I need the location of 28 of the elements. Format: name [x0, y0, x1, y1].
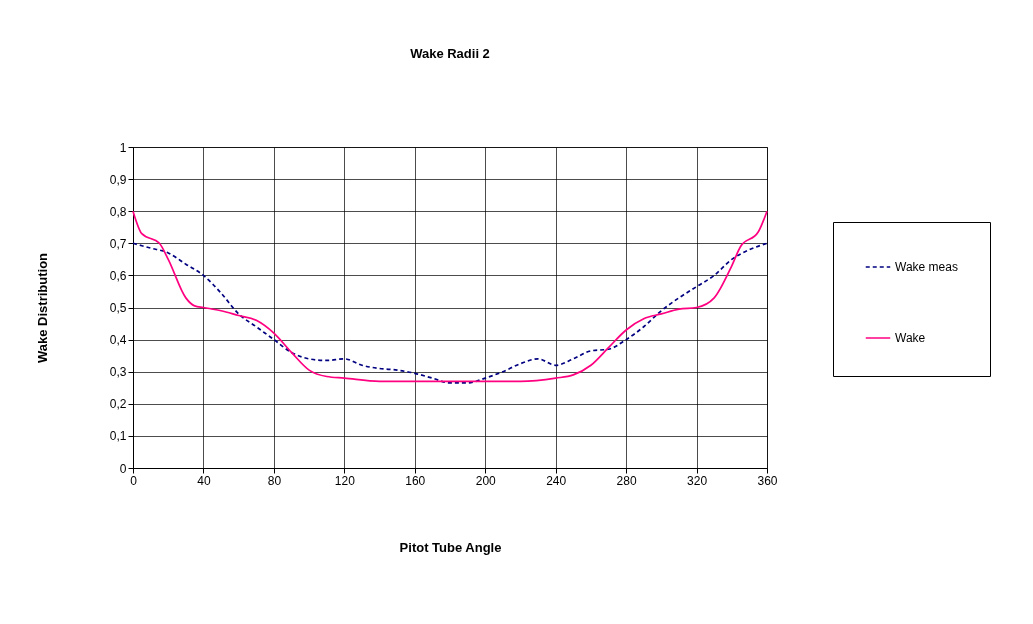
x-tick-label: 240 [546, 473, 567, 488]
x-tick-label: 40 [197, 473, 211, 488]
legend-label: Wake [895, 331, 926, 345]
x-tick-label: 200 [475, 473, 497, 488]
y-tick-label: 0,9 [109, 172, 127, 187]
x-tick-label: 320 [687, 473, 708, 488]
x-tick-label: 280 [616, 473, 637, 488]
x-tick-label: 360 [757, 473, 778, 488]
y-tick-label: 0,3 [109, 365, 127, 380]
legend-label: Wake meas [895, 260, 958, 274]
y-tick-label: 0 [119, 461, 127, 476]
y-tick-label: 1 [119, 140, 127, 155]
y-tick-label: 0,8 [109, 204, 127, 219]
y-tick-label: 0,6 [109, 268, 127, 283]
x-tick-label: 120 [334, 473, 356, 488]
y-axis-title: Wake Distribution [34, 252, 50, 364]
x-axis-title: Pitot Tube Angle [399, 539, 502, 555]
y-tick-label: 0,1 [109, 429, 127, 444]
line-series [132, 210, 768, 383]
y-tick-label: 0,2 [109, 397, 127, 412]
y-tick-label: 0,5 [109, 301, 127, 315]
chart-title: Wake Radii 2 [410, 46, 490, 61]
x-tick-label: 0 [130, 473, 138, 488]
x-tick-label: 80 [267, 473, 282, 488]
y-tick-label: 0,4 [109, 333, 127, 348]
x-tick-label: 160 [405, 473, 426, 488]
y-tick-label: 0,7 [109, 236, 127, 251]
line-series [132, 242, 768, 384]
